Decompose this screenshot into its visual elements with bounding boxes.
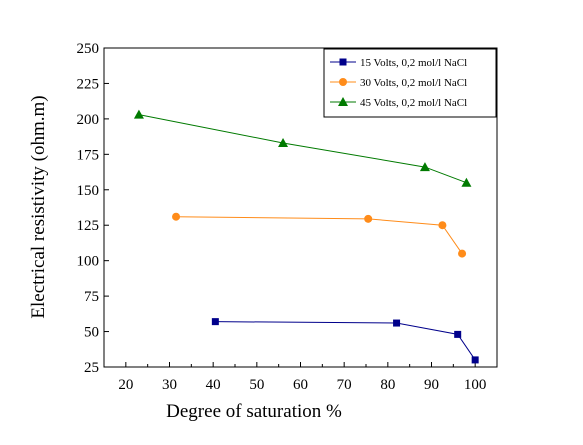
legend-item: 30 Volts, 0,2 mol/l NaCl — [330, 77, 467, 89]
data-point — [471, 356, 479, 364]
y-tick-label: 150 — [77, 183, 100, 199]
data-point — [133, 109, 144, 119]
legend-label: 30 Volts, 0,2 mol/l NaCl — [360, 77, 467, 89]
x-tick-label: 50 — [249, 377, 264, 393]
legend: 15 Volts, 0,2 mol/l NaCl 30 Volts, 0,2 mo… — [323, 48, 497, 118]
x-tick-label: 80 — [380, 377, 395, 393]
y-tick-label: 175 — [77, 147, 100, 163]
data-point — [438, 221, 447, 230]
series-2 — [172, 212, 467, 258]
x-tick-label: 20 — [118, 377, 133, 393]
y-tick-label: 25 — [84, 360, 99, 376]
x-axis-title: Degree of saturation % — [166, 401, 342, 422]
series-layer — [133, 109, 479, 364]
series-line — [138, 114, 467, 184]
y-axis: 25 50 75 100 125 150 175 200 225 250 — [77, 41, 109, 376]
y-tick-label: 50 — [84, 325, 99, 341]
y-tick-label: 125 — [77, 218, 100, 234]
y-axis-title: Electrical resistivity (ohm.m) — [28, 95, 49, 318]
y-tick-label: 100 — [77, 254, 100, 270]
y-tick-label: 250 — [77, 41, 100, 57]
data-point — [393, 319, 401, 327]
data-point — [338, 97, 348, 106]
x-tick-label: 40 — [206, 377, 221, 393]
x-axis: 20 30 40 50 60 70 80 90 100 — [103, 362, 498, 393]
series-3 — [133, 109, 472, 187]
data-point — [172, 212, 181, 221]
legend-item: 15 Volts, 0,2 mol/l NaCl — [330, 57, 467, 69]
legend-box — [323, 48, 497, 118]
data-point — [339, 58, 347, 66]
data-point — [278, 137, 289, 147]
data-point — [461, 177, 472, 187]
x-tick-label: 60 — [293, 377, 308, 393]
y-tick-label: 200 — [77, 112, 100, 128]
x-tick-label: 70 — [337, 377, 352, 393]
series-1 — [211, 318, 479, 364]
x-tick-label: 30 — [162, 377, 177, 393]
legend-item: 45 Volts, 0,2 mol/l NaCl — [330, 97, 467, 109]
legend-label: 15 Volts, 0,2 mol/l NaCl — [360, 57, 467, 69]
legend-label: 45 Volts, 0,2 mol/l NaCl — [360, 97, 467, 109]
x-tick-label: 100 — [464, 377, 487, 393]
y-tick-label: 225 — [77, 76, 100, 92]
data-point — [454, 330, 462, 338]
series-line — [176, 216, 463, 254]
x-tick-label: 90 — [424, 377, 439, 393]
series-line — [215, 321, 476, 361]
data-point — [211, 318, 219, 326]
data-point — [419, 162, 430, 172]
data-point — [458, 249, 467, 258]
data-point — [339, 78, 347, 86]
data-point — [364, 214, 373, 223]
y-tick-label: 75 — [84, 289, 99, 305]
